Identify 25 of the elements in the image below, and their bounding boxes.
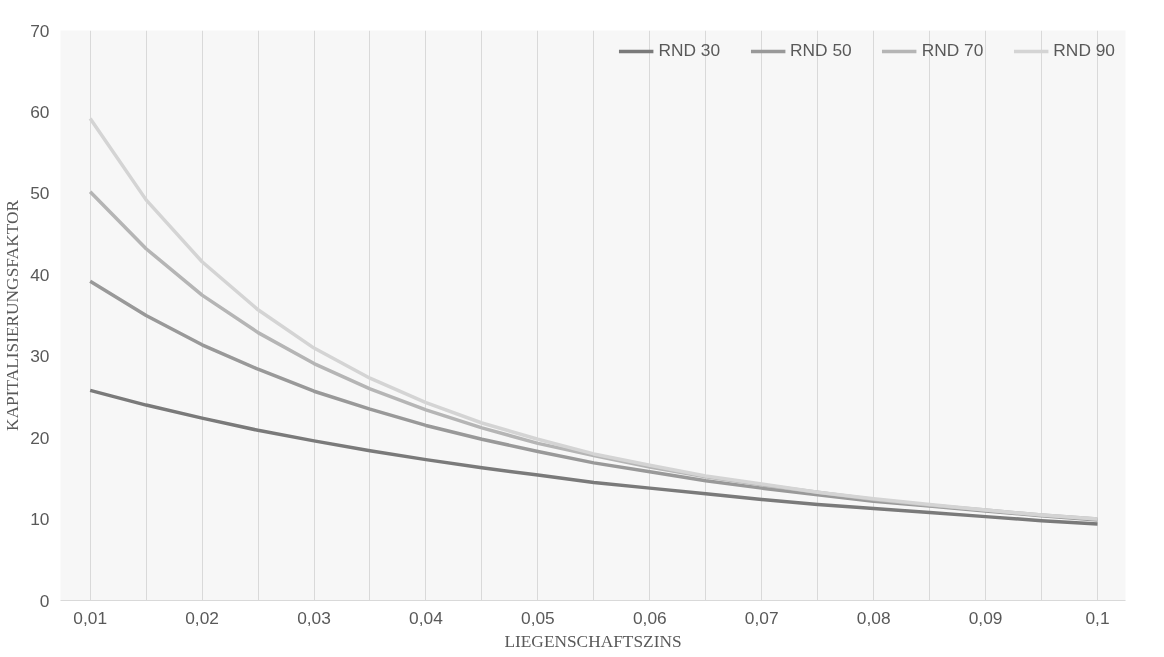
legend-label: RND 50 <box>790 40 852 61</box>
legend-label: RND 70 <box>921 40 984 61</box>
x-tick-label: 0,01 <box>73 607 108 628</box>
x-tick-label: 0,02 <box>185 607 219 628</box>
x-tick-label: 0,04 <box>409 607 444 628</box>
x-tick-label: 0,09 <box>968 607 1003 628</box>
y-tick-label: 40 <box>30 264 50 285</box>
y-axis-title: KAPITALISIERUNGSFAKTOR <box>3 199 23 431</box>
x-tick-label: 0,1 <box>1085 607 1110 628</box>
x-tick-label: 0,05 <box>521 607 555 628</box>
x-axis-title: LIEGENSCHAFTSZINS <box>504 631 682 651</box>
y-tick-label: 60 <box>30 101 50 122</box>
x-tick-label: 0,07 <box>744 607 779 628</box>
y-tick-label: 10 <box>30 509 50 530</box>
y-tick-label: 0 <box>39 590 50 611</box>
y-tick-label: 30 <box>30 346 50 367</box>
x-tick-label: 0,03 <box>297 607 331 628</box>
y-tick-label: 70 <box>30 20 50 41</box>
x-tick-label: 0,08 <box>856 607 891 628</box>
legend-label: RND 30 <box>658 40 721 61</box>
y-tick-label: 50 <box>30 183 50 204</box>
y-tick-label: 20 <box>30 427 50 448</box>
x-tick-label: 0,06 <box>632 607 667 628</box>
legend-label: RND 90 <box>1053 40 1115 61</box>
line-series <box>88 388 1100 526</box>
